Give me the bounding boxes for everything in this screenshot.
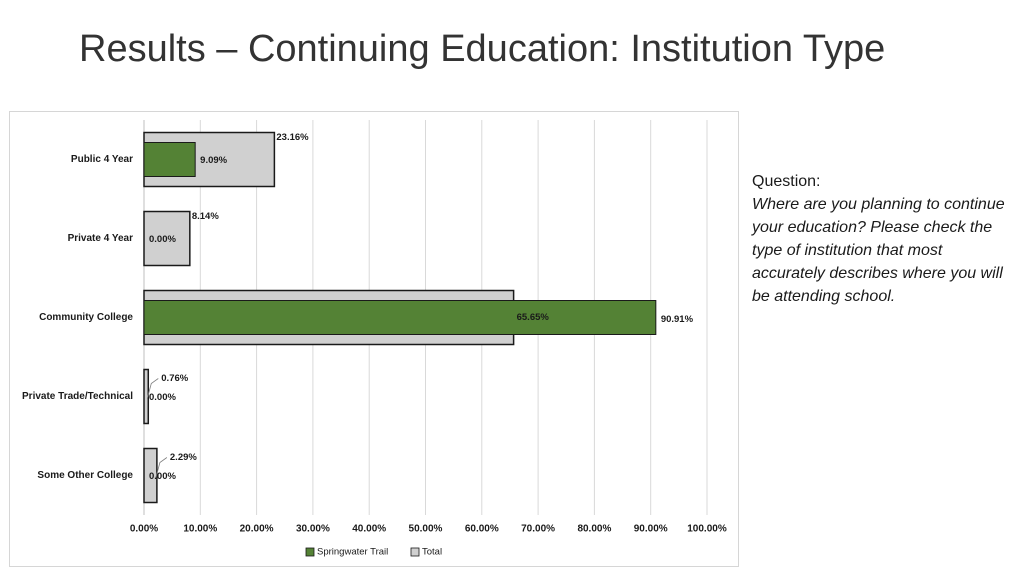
legend-swatch [410, 547, 420, 557]
question-text: Where are you planning to continue your … [752, 196, 1005, 305]
category-label: Private 4 Year [68, 233, 134, 244]
data-label-springwater-trail: 9.09% [200, 155, 227, 166]
category-label: Private Trade/Technical [22, 391, 133, 402]
data-label-springwater-trail: 0.00% [149, 234, 176, 245]
x-tick-label: 50.00% [409, 524, 443, 535]
x-tick-label: 30.00% [296, 524, 330, 535]
category-label: Some Other College [37, 470, 133, 481]
bar-springwater-trail [143, 300, 657, 335]
x-tick-label: 90.00% [634, 524, 668, 535]
chart-container: Public 4 Year 9.09% 23.16% Private 4 Year 0.… [9, 111, 739, 567]
bar-total [143, 210, 191, 267]
bar-springwater-trail [143, 142, 196, 177]
question-label: Question: [752, 173, 821, 190]
data-label-springwater-trail: 0.00% [149, 392, 176, 403]
x-tick-label: 80.00% [577, 524, 611, 535]
legend-label: Springwater Trail [317, 547, 388, 558]
data-label-springwater-trail: 0.00% [149, 471, 176, 482]
x-tick-label: 10.00% [183, 524, 217, 535]
data-label-total: 8.14% [192, 211, 219, 222]
x-tick-label: 0.00% [130, 524, 158, 535]
data-label-total: 23.16% [276, 132, 309, 143]
leader-line [146, 378, 159, 399]
data-label-springwater-trail: 90.91% [661, 314, 694, 325]
bar-chart: Public 4 Year 9.09% 23.16% Private 4 Year 0.… [22, 120, 727, 558]
data-label-total: 65.65% [517, 312, 550, 323]
x-tick-label: 100.00% [687, 524, 727, 535]
bar-total [143, 368, 150, 425]
legend-label: Total [422, 547, 442, 558]
x-tick-label: 70.00% [521, 524, 555, 535]
category-label: Community College [39, 312, 133, 323]
x-tick-label: 40.00% [352, 524, 386, 535]
question-panel: Question: Where are you planning to cont… [752, 170, 1014, 308]
bar-total [143, 447, 158, 504]
category-label: Public 4 Year [71, 154, 133, 165]
x-tick-label: 20.00% [240, 524, 274, 535]
slide-title: Results – Continuing Education: Institut… [79, 28, 886, 70]
legend-swatch [305, 547, 315, 557]
data-label-total: 0.76% [161, 373, 188, 384]
data-label-total: 2.29% [170, 452, 197, 463]
leader-line [155, 457, 168, 478]
x-tick-label: 60.00% [465, 524, 499, 535]
